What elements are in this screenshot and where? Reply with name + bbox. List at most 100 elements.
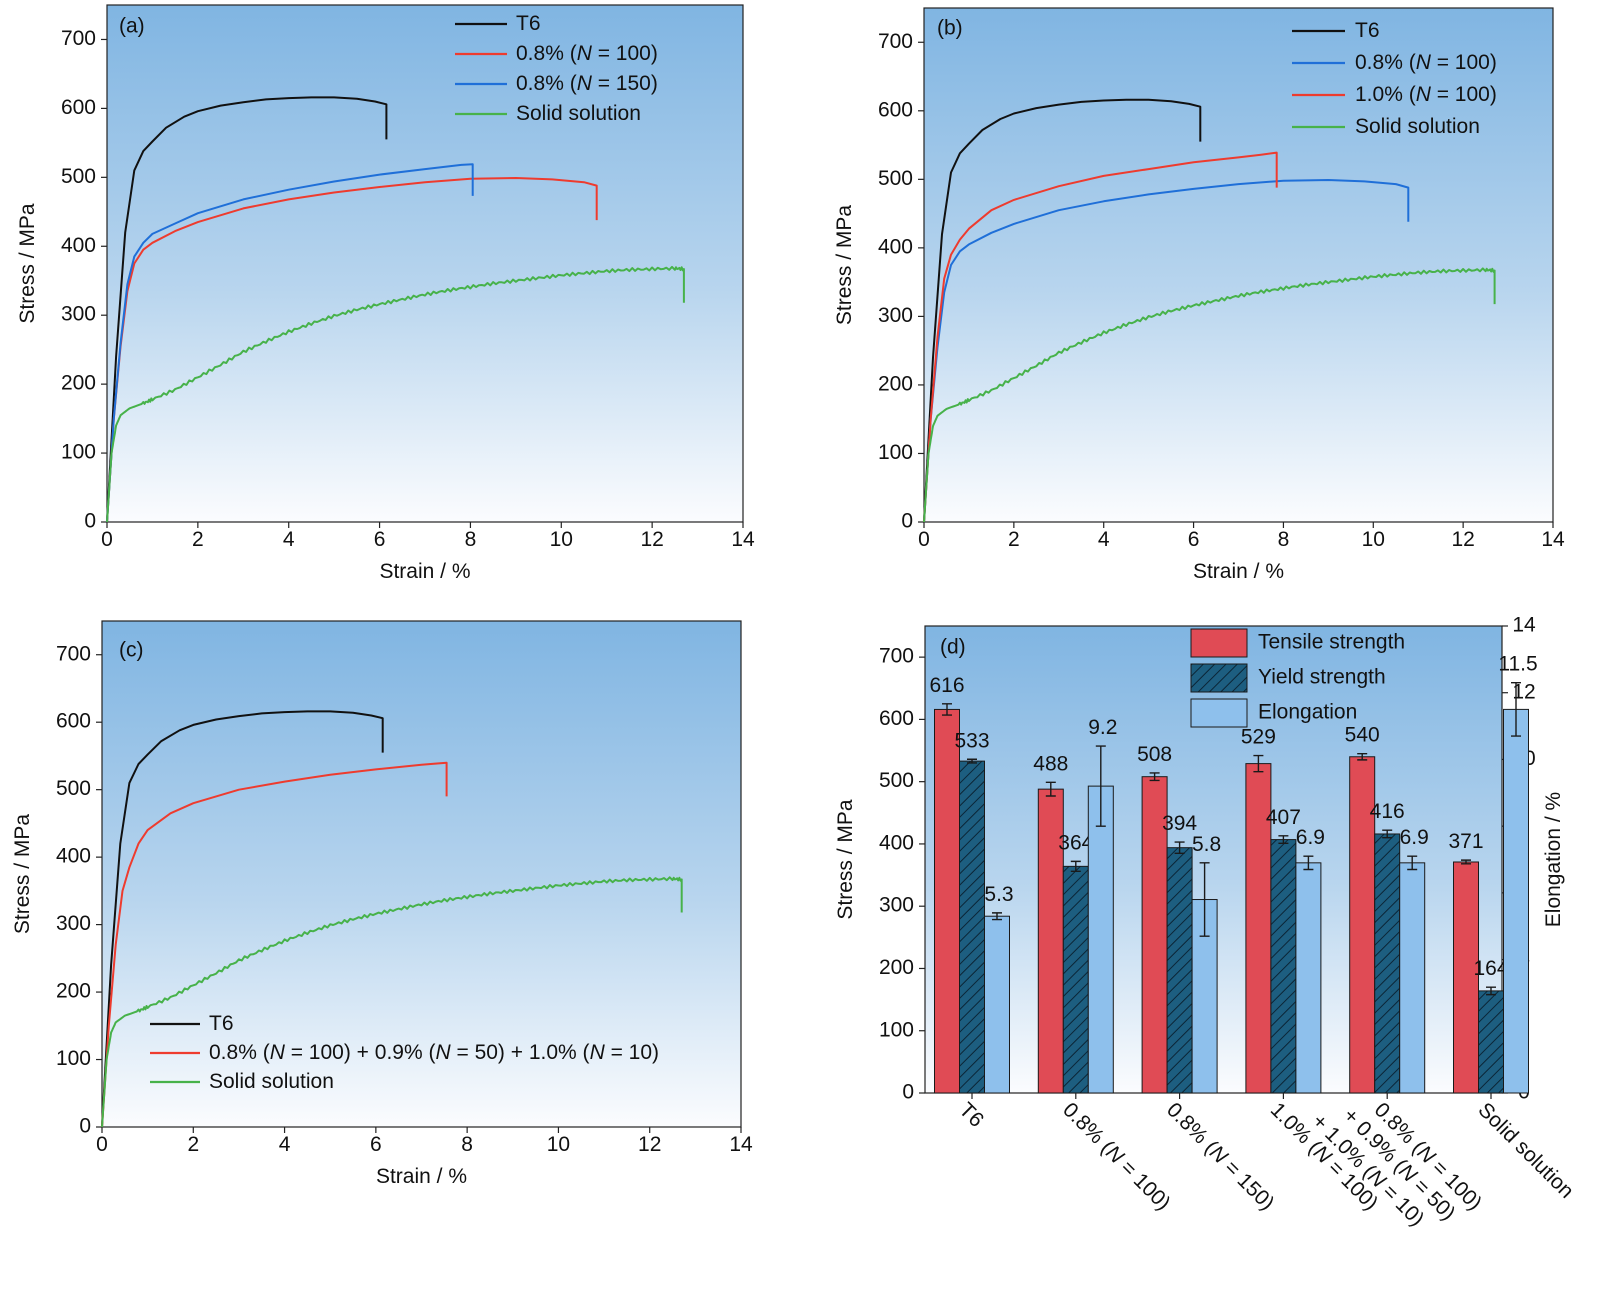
x-axis-label: Strain / %	[376, 1165, 467, 1188]
x-tick-label: 6	[370, 1133, 382, 1156]
category-label: Solid solution	[1473, 1098, 1578, 1203]
error-bar	[1174, 841, 1185, 854]
error-bar	[1095, 745, 1106, 827]
bar-value-label: 508	[1137, 743, 1172, 766]
y-tick-label: 0	[902, 1081, 914, 1104]
error-bar	[1407, 855, 1418, 871]
y-tick-label: 600	[61, 96, 96, 119]
y-tick-label: 500	[61, 165, 96, 188]
legend-swatch	[1190, 698, 1248, 728]
legend-entry: Solid solution	[209, 1070, 334, 1093]
legend-entry: T6	[1355, 19, 1380, 42]
y2-tick-label: 14	[1512, 614, 1536, 637]
error-bar	[1149, 772, 1160, 782]
y-tick-label: 700	[878, 30, 913, 53]
panel-label: (c)	[119, 639, 144, 662]
legend-entry: Yield strength	[1258, 666, 1386, 689]
bar-value-label: 529	[1241, 726, 1276, 749]
y-tick-label: 700	[61, 27, 96, 50]
legend-entry: T6	[209, 1012, 234, 1035]
y-tick-label: 400	[61, 234, 96, 257]
x-tick-label: 4	[1098, 528, 1110, 551]
x-tick-label: 8	[461, 1133, 473, 1156]
legend-entry: 1.0% (N = 100)	[1355, 83, 1497, 106]
y2-tick-label: 12	[1512, 680, 1535, 703]
error-bar	[1199, 862, 1210, 937]
bar-elongation	[1503, 708, 1529, 1094]
series-line-2	[923, 151, 1278, 523]
y-axis-label: Stress / MPa	[16, 203, 39, 324]
series-line-1	[106, 177, 598, 523]
x-tick-label: 2	[192, 528, 204, 551]
y-tick-label: 400	[879, 831, 914, 854]
bar-value-label: 407	[1266, 806, 1301, 829]
series-line-0	[923, 98, 1202, 523]
bar-value-label: 11.5	[1498, 653, 1537, 676]
bar-elongation	[1087, 785, 1114, 1094]
legend-entry: Solid solution	[516, 102, 641, 125]
bar-value-label: 416	[1370, 800, 1405, 823]
y-tick-label: 0	[901, 510, 913, 533]
y-tick-label: 500	[878, 167, 913, 190]
bar-yield-strength	[1270, 839, 1297, 1094]
bar-value-label: 616	[929, 674, 964, 697]
y-tick-label: 600	[879, 707, 914, 730]
legend-entry: 0.8% (N = 100) + 0.9% (N = 50) + 1.0% (N…	[209, 1041, 659, 1064]
category-label: T6	[954, 1098, 988, 1132]
x-tick-label: 6	[1188, 528, 1200, 551]
y-tick-label: 0	[84, 510, 96, 533]
bar-value-label: 6.9	[1400, 826, 1429, 849]
x-tick-label: 12	[638, 1133, 661, 1156]
bar-value-label: 5.8	[1192, 833, 1221, 856]
x-tick-label: 14	[729, 1133, 753, 1156]
legend-entry: 0.8% (N = 150)	[516, 72, 658, 95]
x-tick-label: 8	[1278, 528, 1290, 551]
x-tick-label: 2	[187, 1133, 199, 1156]
bar-value-label: 533	[954, 729, 989, 752]
error-bar	[992, 912, 1002, 921]
error-bar	[1511, 682, 1521, 737]
x-tick-label: 4	[283, 528, 295, 551]
legend-entry: 0.8% (N = 100)	[516, 42, 658, 65]
legend-entry: Solid solution	[1355, 115, 1480, 138]
y-tick-label: 500	[879, 769, 914, 792]
legend-entry: T6	[516, 12, 541, 35]
series-line-3	[923, 267, 1496, 523]
bar-yield-strength	[1062, 865, 1089, 1094]
x-tick-label: 14	[731, 528, 755, 551]
error-bar	[1253, 754, 1264, 773]
x-tick-label: 10	[1362, 528, 1385, 551]
legend-swatch	[1190, 628, 1248, 658]
y-tick-label: 400	[878, 235, 913, 258]
y-tick-label: 200	[879, 956, 914, 979]
x-tick-label: 0	[918, 528, 930, 551]
error-bar	[942, 703, 952, 716]
y-tick-label: 100	[878, 441, 913, 464]
y-tick-label: 700	[56, 642, 91, 665]
bar-value-label: 5.3	[984, 883, 1013, 906]
x-tick-label: 0	[96, 1133, 108, 1156]
bar-value-label: 540	[1345, 724, 1380, 747]
bar-yield-strength	[1166, 847, 1193, 1094]
bar-yield-strength	[959, 760, 985, 1094]
bar-value-label: 364	[1058, 831, 1093, 854]
bar-yield-strength	[1478, 990, 1504, 1094]
legend-entry: Tensile strength	[1258, 631, 1405, 654]
bar-value-label: 9.2	[1088, 716, 1117, 739]
y-tick-label: 300	[56, 912, 91, 935]
category-label: 0.8% (N = 150)	[1162, 1098, 1279, 1215]
series-line-1	[923, 179, 1410, 523]
y-tick-label: 400	[56, 845, 91, 868]
series-line-1	[101, 761, 448, 1128]
legend-swatch	[1190, 663, 1248, 693]
panel-label: (a)	[119, 15, 145, 38]
y-tick-label: 100	[61, 441, 96, 464]
y-tick-label: 300	[61, 303, 96, 326]
panel-label: (b)	[937, 17, 963, 40]
panel-label: (d)	[940, 636, 966, 659]
bar-elongation	[1399, 862, 1426, 1094]
plot-area	[923, 7, 1554, 523]
